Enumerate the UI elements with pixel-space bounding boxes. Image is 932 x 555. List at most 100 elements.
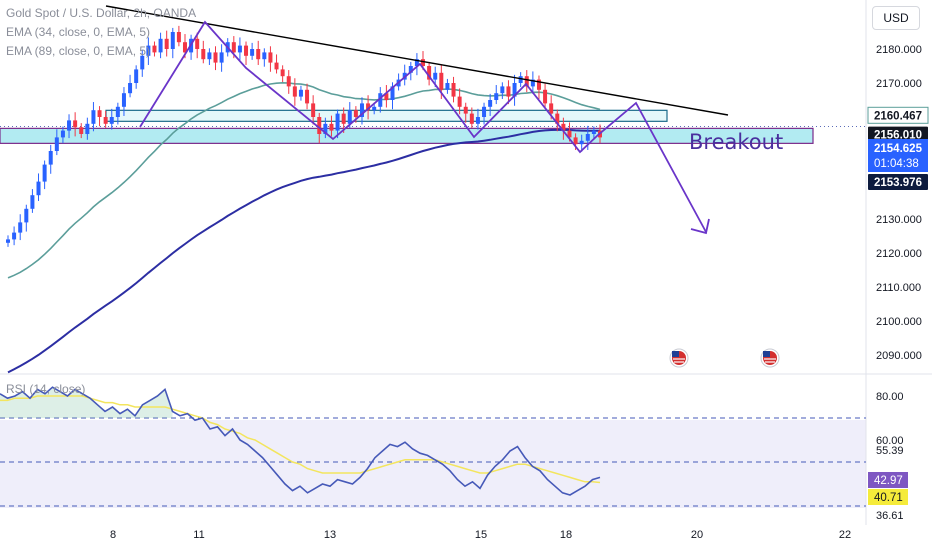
price-tick-label: 2110.000 xyxy=(876,282,921,294)
candle-body xyxy=(463,106,468,114)
candle-body xyxy=(305,89,310,104)
candle-body xyxy=(24,208,29,223)
candle-body xyxy=(182,42,187,53)
candle-body xyxy=(274,62,279,70)
candle-body xyxy=(414,59,419,66)
arrow-head-icon xyxy=(690,218,710,235)
candle-body xyxy=(176,32,181,43)
candle-body xyxy=(567,130,572,138)
candle-body xyxy=(128,83,133,94)
price-tick-label: 2120.000 xyxy=(876,248,922,260)
candle-body xyxy=(506,86,511,97)
rsi-line xyxy=(0,386,601,496)
candle-body xyxy=(457,96,462,107)
time-tick-label: 18 xyxy=(560,529,572,541)
candle-body xyxy=(512,83,517,97)
time-tick-label: 15 xyxy=(475,529,487,541)
price-tick-label: 2130.000 xyxy=(876,214,922,226)
candle-body xyxy=(164,38,169,49)
candle-body xyxy=(359,103,364,117)
candle-body xyxy=(341,113,346,124)
candle-body xyxy=(329,123,334,131)
event-flag-icon[interactable] xyxy=(760,348,780,368)
candle-body xyxy=(103,117,108,124)
candle-body xyxy=(530,79,535,87)
ema34-price-tag xyxy=(868,107,928,124)
candle-body xyxy=(347,110,352,124)
candle-body xyxy=(561,123,566,131)
time-tick-label: 22 xyxy=(839,529,851,541)
candle-body xyxy=(67,120,72,131)
candle-body xyxy=(36,181,41,196)
ema34-legend[interactable]: EMA (34, close, 0, EMA, 5) xyxy=(6,25,151,39)
candle-body xyxy=(439,72,444,90)
candle-body xyxy=(79,127,84,134)
last-price-tag xyxy=(868,139,928,172)
candle-body xyxy=(18,222,23,233)
rsi-tick-label: 80.00 xyxy=(876,391,904,403)
ema89-price-tag-text: 2156.010 xyxy=(874,130,922,142)
candle-body xyxy=(408,66,413,73)
candle-body xyxy=(390,86,395,100)
candle-body xyxy=(97,110,102,117)
price-tick-label: 2180.000 xyxy=(876,44,922,56)
rsi-ma-line xyxy=(0,395,601,484)
price-tick-label: 2090.000 xyxy=(876,350,922,362)
candle-body xyxy=(469,113,474,124)
time-tick-label: 13 xyxy=(324,529,336,541)
event-flag-icon[interactable] xyxy=(669,348,689,368)
rsi-tick-label: 60.00 xyxy=(876,435,904,447)
candle-body xyxy=(42,164,47,182)
symbol-legend[interactable]: Gold Spot / U.S. Dollar, 2h, OANDA xyxy=(6,6,197,20)
ema89-legend[interactable]: EMA (89, close, 0, EMA, 5) xyxy=(6,44,151,58)
rsi-legend[interactable]: RSI (14, close) xyxy=(6,382,86,396)
candle-body xyxy=(6,239,10,243)
candle-body xyxy=(475,117,480,124)
candle-body xyxy=(353,110,358,117)
zone-price-tag xyxy=(868,174,928,190)
candle-body xyxy=(262,52,267,60)
currency-button[interactable]: USD xyxy=(872,6,920,30)
candle-body xyxy=(268,52,273,63)
candle-body xyxy=(280,69,285,77)
candle-body xyxy=(85,123,90,134)
candle-body xyxy=(207,52,212,60)
time-tick-label: 8 xyxy=(110,529,116,541)
rsi-level-label: 55.39 xyxy=(876,445,904,457)
price-tick-label: 2170.000 xyxy=(876,78,922,90)
candle-body xyxy=(555,113,560,124)
candle-body xyxy=(366,103,371,111)
candle-body xyxy=(121,93,126,107)
ema89-price-tag xyxy=(868,126,928,143)
ema34-line xyxy=(7,81,601,279)
candle-body xyxy=(48,151,53,165)
candle-body xyxy=(311,103,316,117)
candle-body xyxy=(585,134,590,141)
candle-body xyxy=(244,45,249,56)
rsi-value-text: 42.97 xyxy=(874,475,903,487)
rsi-ma-tag xyxy=(868,489,908,505)
zigzag-projection[interactable] xyxy=(139,20,707,233)
candle-body xyxy=(152,45,157,53)
price-tick-label: 2100.000 xyxy=(876,316,922,328)
candle-body xyxy=(286,76,291,87)
descending-trendline[interactable] xyxy=(105,5,729,116)
support-zone[interactable] xyxy=(0,127,814,144)
candle-body xyxy=(518,76,523,83)
time-tick-label: 20 xyxy=(691,529,703,541)
candle-body xyxy=(73,120,78,128)
candle-body xyxy=(146,45,151,56)
candle-body xyxy=(213,52,218,63)
candle-body xyxy=(573,137,578,145)
candle-body xyxy=(134,69,139,83)
candle-body xyxy=(109,117,114,124)
candle-body xyxy=(549,103,554,114)
ema34-price-tag-text: 2160.467 xyxy=(874,110,922,122)
candle-body xyxy=(433,72,438,80)
candle-body xyxy=(488,100,493,107)
candle-body xyxy=(250,49,255,56)
candle-body xyxy=(115,106,120,117)
breakout-annotation[interactable]: Breakout xyxy=(689,130,783,154)
candle-body xyxy=(158,38,163,53)
